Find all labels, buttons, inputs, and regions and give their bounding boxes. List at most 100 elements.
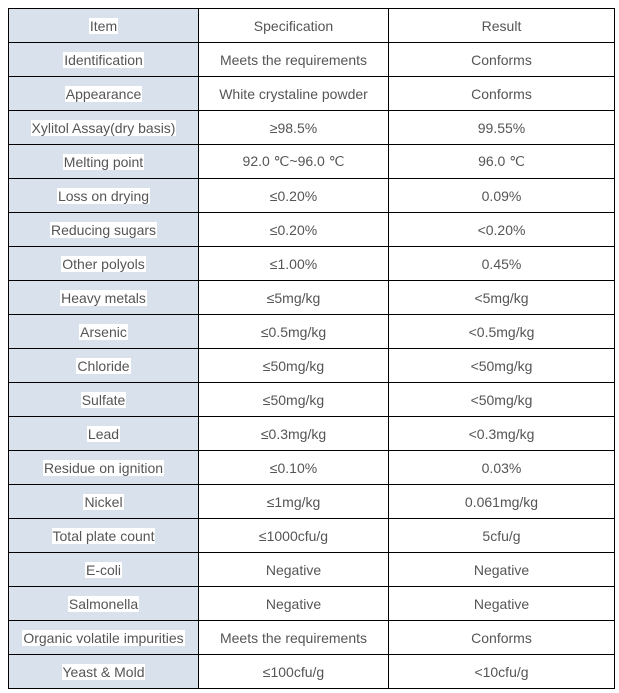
item-cell: Arsenic [8, 314, 199, 349]
item-text: Residue on ignition [42, 459, 165, 476]
header-row: Item Specification Result [8, 8, 615, 43]
table-row: Organic volatile impurities Meets the req… [8, 620, 615, 655]
specification-text: ≤1.00% [269, 255, 318, 272]
specification-cell: ≤0.20% [198, 212, 389, 247]
item-cell: E-coli [8, 552, 199, 587]
result-text: 5cfu/g [482, 527, 521, 544]
item-cell: Appearance [8, 76, 199, 111]
item-text: Reducing sugars [49, 221, 158, 238]
item-text: Sulfate [80, 391, 127, 408]
result-cell: <10cfu/g [388, 654, 615, 689]
table-row: Nickel ≤1mg/kg 0.061mg/kg [8, 484, 615, 519]
specification-text: ≤50mg/kg [262, 391, 325, 408]
specification-cell: White crystaline powder [198, 76, 389, 111]
specification-text: ≤1000cfu/g [258, 527, 329, 544]
table-row: Heavy metals ≤5mg/kg <5mg/kg [8, 280, 615, 315]
item-text: E-coli [84, 561, 122, 578]
table-row: Lead ≤0.3mg/kg <0.3mg/kg [8, 416, 615, 451]
specification-cell: ≤0.3mg/kg [198, 416, 389, 451]
result-cell: 96.0 ℃ [388, 144, 615, 179]
result-cell: <50mg/kg [388, 348, 615, 383]
specification-cell: Negative [198, 586, 389, 621]
item-text: Heavy metals [60, 289, 147, 306]
specification-cell: ≤5mg/kg [198, 280, 389, 315]
item-cell: Organic volatile impurities [8, 620, 199, 655]
specification-text: ≥98.5% [269, 119, 318, 136]
item-text: Yeast & Mold [61, 663, 146, 680]
result-text: Conforms [471, 51, 532, 68]
specification-table: Item Specification Result Identification Mee… [8, 8, 615, 689]
table-row: Residue on ignition ≤0.10% 0.03% [8, 450, 615, 485]
table-row: Melting point 92.0 ℃~96.0 ℃ 96.0 ℃ [8, 144, 615, 179]
item-cell: Heavy metals [8, 280, 199, 315]
specification-cell: ≤1mg/kg [198, 484, 389, 519]
result-text: 0.09% [481, 187, 522, 204]
table-row: Other polyols ≤1.00% 0.45% [8, 246, 615, 281]
specification-cell: ≤0.20% [198, 178, 389, 213]
result-text: 0.45% [481, 255, 522, 272]
result-text: 0.061mg/kg [464, 493, 539, 510]
result-text: 0.03% [481, 459, 522, 476]
item-text: Melting point [62, 153, 145, 170]
result-text: Negative [473, 595, 530, 612]
result-text: Conforms [471, 85, 532, 102]
result-cell: Result [388, 8, 615, 43]
item-cell: Salmonella [8, 586, 199, 621]
table-row: Reducing sugars ≤0.20% <0.20% [8, 212, 615, 247]
result-cell: 0.061mg/kg [388, 484, 615, 519]
result-cell: <0.3mg/kg [388, 416, 615, 451]
result-cell: 0.03% [388, 450, 615, 485]
item-cell: Yeast & Mold [8, 654, 199, 689]
specification-cell: ≤1000cfu/g [198, 518, 389, 553]
item-cell: Loss on drying [8, 178, 199, 213]
item-cell: Total plate count [8, 518, 199, 553]
item-cell: Identification [8, 42, 199, 77]
table-row: Yeast & Mold ≤100cfu/g <10cfu/g [8, 654, 615, 689]
table-row: Salmonella Negative Negative [8, 586, 615, 621]
specification-cell: Meets the requirements [198, 620, 389, 655]
specification-cell: ≤0.5mg/kg [198, 314, 389, 349]
item-cell: Reducing sugars [8, 212, 199, 247]
table-row: Identification Meets the requirements Conf… [8, 42, 615, 77]
table-row: Appearance White crystaline powder Conform… [8, 76, 615, 111]
result-text: 96.0 ℃ [478, 153, 525, 169]
specification-text: ≤50mg/kg [262, 357, 325, 374]
result-text: 99.55% [477, 119, 526, 136]
item-cell: Xylitol Assay(dry basis) [8, 110, 199, 145]
result-text: <0.3mg/kg [468, 425, 535, 442]
specification-cell: ≤50mg/kg [198, 382, 389, 417]
specification-cell: Negative [198, 552, 389, 587]
result-cell: <0.5mg/kg [388, 314, 615, 349]
result-cell: <50mg/kg [388, 382, 615, 417]
item-cell: Sulfate [8, 382, 199, 417]
specification-text: 92.0 ℃~96.0 ℃ [242, 153, 345, 169]
specification-cell: ≥98.5% [198, 110, 389, 145]
item-cell: Lead [8, 416, 199, 451]
item-cell: Item [8, 8, 199, 43]
item-text: Xylitol Assay(dry basis) [30, 119, 177, 136]
result-cell: Negative [388, 552, 615, 587]
result-text: <10cfu/g [474, 663, 529, 680]
specification-cell: ≤0.10% [198, 450, 389, 485]
specification-text: ≤1mg/kg [266, 493, 321, 510]
result-text: <50mg/kg [470, 391, 533, 408]
item-text: Salmonella [67, 595, 140, 612]
item-cell: Melting point [8, 144, 199, 179]
specification-text: Negative [265, 595, 322, 612]
item-cell: Residue on ignition [8, 450, 199, 485]
specification-cell: ≤1.00% [198, 246, 389, 281]
specification-text: ≤100cfu/g [262, 663, 325, 680]
specification-text: Meets the requirements [219, 51, 368, 68]
table-row: Chloride ≤50mg/kg <50mg/kg [8, 348, 615, 383]
table-row: Loss on drying ≤0.20% 0.09% [8, 178, 615, 213]
item-text: Arsenic [79, 323, 128, 340]
result-cell: <0.20% [388, 212, 615, 247]
item-text: Item [88, 17, 119, 34]
result-cell: 99.55% [388, 110, 615, 145]
specification-text: White crystaline powder [219, 85, 368, 102]
table-row: Sulfate ≤50mg/kg <50mg/kg [8, 382, 615, 417]
specification-text: ≤0.20% [269, 221, 318, 238]
result-cell: 5cfu/g [388, 518, 615, 553]
specification-text: ≤0.10% [269, 459, 318, 476]
item-text: Organic volatile impurities [22, 629, 185, 646]
